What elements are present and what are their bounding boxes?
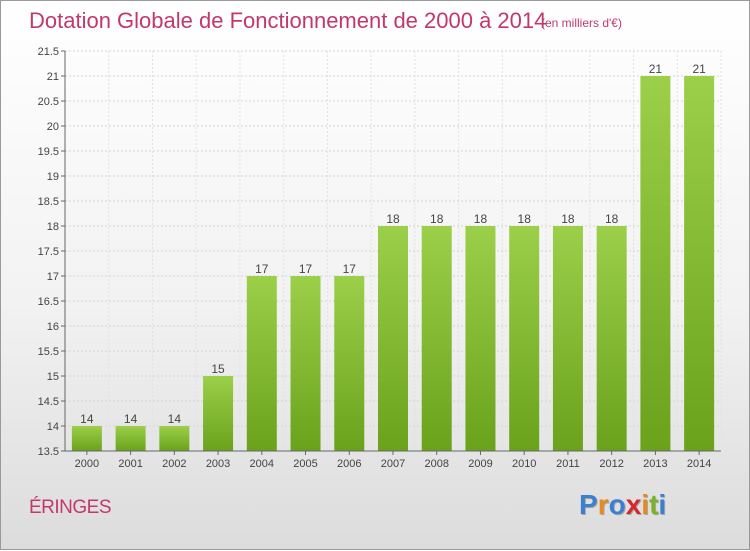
data-label: 18 — [605, 212, 619, 226]
bar[interactable] — [290, 276, 321, 451]
x-tick-label: 2014 — [687, 458, 711, 470]
y-tick-label: 20 — [47, 121, 59, 133]
y-tick-label: 14 — [47, 421, 59, 433]
y-tick-label: 17.5 — [38, 246, 59, 258]
y-tick-label: 20.5 — [38, 96, 59, 108]
y-tick-label: 15.5 — [38, 346, 59, 358]
bar[interactable] — [378, 226, 408, 451]
y-tick-label: 19.5 — [38, 146, 59, 158]
data-label: 21 — [649, 62, 663, 76]
chart-subtitle: (en milliers d'€) — [541, 16, 622, 30]
x-tick-label: 2008 — [424, 458, 448, 470]
bar[interactable] — [71, 426, 102, 451]
data-label: 14 — [80, 412, 94, 426]
data-label: 18 — [518, 212, 532, 226]
data-label: 18 — [386, 212, 400, 226]
data-labels: 14 14 14 15 17 17 17 18 18 18 18 18 18 21 21 — [80, 62, 706, 426]
data-label: 14 — [124, 412, 138, 426]
x-tick-label: 2000 — [75, 458, 99, 470]
bar[interactable] — [203, 376, 234, 451]
y-tick-label: 16.5 — [38, 296, 59, 308]
data-label: 18 — [474, 212, 488, 226]
commune-name: ÉRINGES — [29, 497, 112, 518]
data-label: 18 — [561, 212, 575, 226]
proxiti-logo[interactable]: Proxiti — [579, 489, 666, 521]
bar[interactable] — [421, 226, 452, 451]
y-tick-label: 14.5 — [38, 396, 59, 408]
data-label: 17 — [343, 262, 357, 276]
bar[interactable] — [596, 226, 627, 451]
logo-letter: i — [641, 489, 650, 520]
logo-letter: i — [658, 489, 667, 520]
y-tick-label: 18.5 — [38, 196, 59, 208]
x-tick-label: 2004 — [250, 458, 274, 470]
x-tick-label: 2009 — [468, 458, 492, 470]
x-tick-label: 2002 — [162, 458, 186, 470]
bar[interactable] — [159, 426, 190, 451]
bar[interactable] — [334, 276, 365, 451]
logo-letter: r — [597, 489, 609, 520]
bar[interactable] — [115, 426, 146, 451]
y-tick-label: 19 — [47, 171, 59, 183]
x-tick-label: 2007 — [381, 458, 405, 470]
x-tick-label: 2006 — [337, 458, 361, 470]
x-tick-label: 2010 — [512, 458, 536, 470]
bar[interactable] — [552, 226, 583, 451]
bar[interactable] — [640, 76, 671, 451]
x-tick-label: 2003 — [206, 458, 230, 470]
bar[interactable] — [465, 226, 496, 451]
data-label: 17 — [255, 262, 269, 276]
bar[interactable] — [246, 276, 277, 451]
y-tick-label: 18 — [47, 221, 59, 233]
y-axis: 13.5 14 14.5 15 15.5 16 16.5 17 17.5 18 18.5 19 19.5… — [38, 46, 66, 458]
data-label: 21 — [692, 62, 706, 76]
logo-letter: o — [608, 489, 626, 520]
y-tick-label: 15 — [47, 371, 59, 383]
y-tick-label: 13.5 — [38, 446, 59, 458]
x-axis: 2000 2001 2002 2003 2004 2005 2006 2007 2008 2009… — [65, 450, 721, 470]
data-label: 15 — [211, 362, 225, 376]
y-tick-label: 17 — [47, 271, 59, 283]
bar[interactable] — [684, 76, 715, 451]
data-label: 14 — [168, 412, 182, 426]
y-tick-label: 21.5 — [38, 46, 59, 58]
y-tick-label: 21 — [47, 71, 59, 83]
data-label: 17 — [299, 262, 313, 276]
x-tick-label: 2013 — [643, 458, 667, 470]
bar[interactable] — [509, 226, 540, 451]
x-tick-label: 2012 — [599, 458, 623, 470]
chart-title: Dotation Globale de Fonctionnement de 20… — [29, 8, 547, 33]
data-label: 18 — [430, 212, 444, 226]
x-tick-label: 2001 — [118, 458, 142, 470]
logo-letter: P — [579, 489, 598, 520]
bars — [71, 76, 715, 451]
x-tick-label: 2011 — [556, 458, 580, 470]
x-tick-label: 2005 — [293, 458, 317, 470]
y-tick-label: 16 — [47, 321, 59, 333]
logo-letter: x — [625, 489, 642, 520]
logo-letter: t — [649, 489, 659, 520]
